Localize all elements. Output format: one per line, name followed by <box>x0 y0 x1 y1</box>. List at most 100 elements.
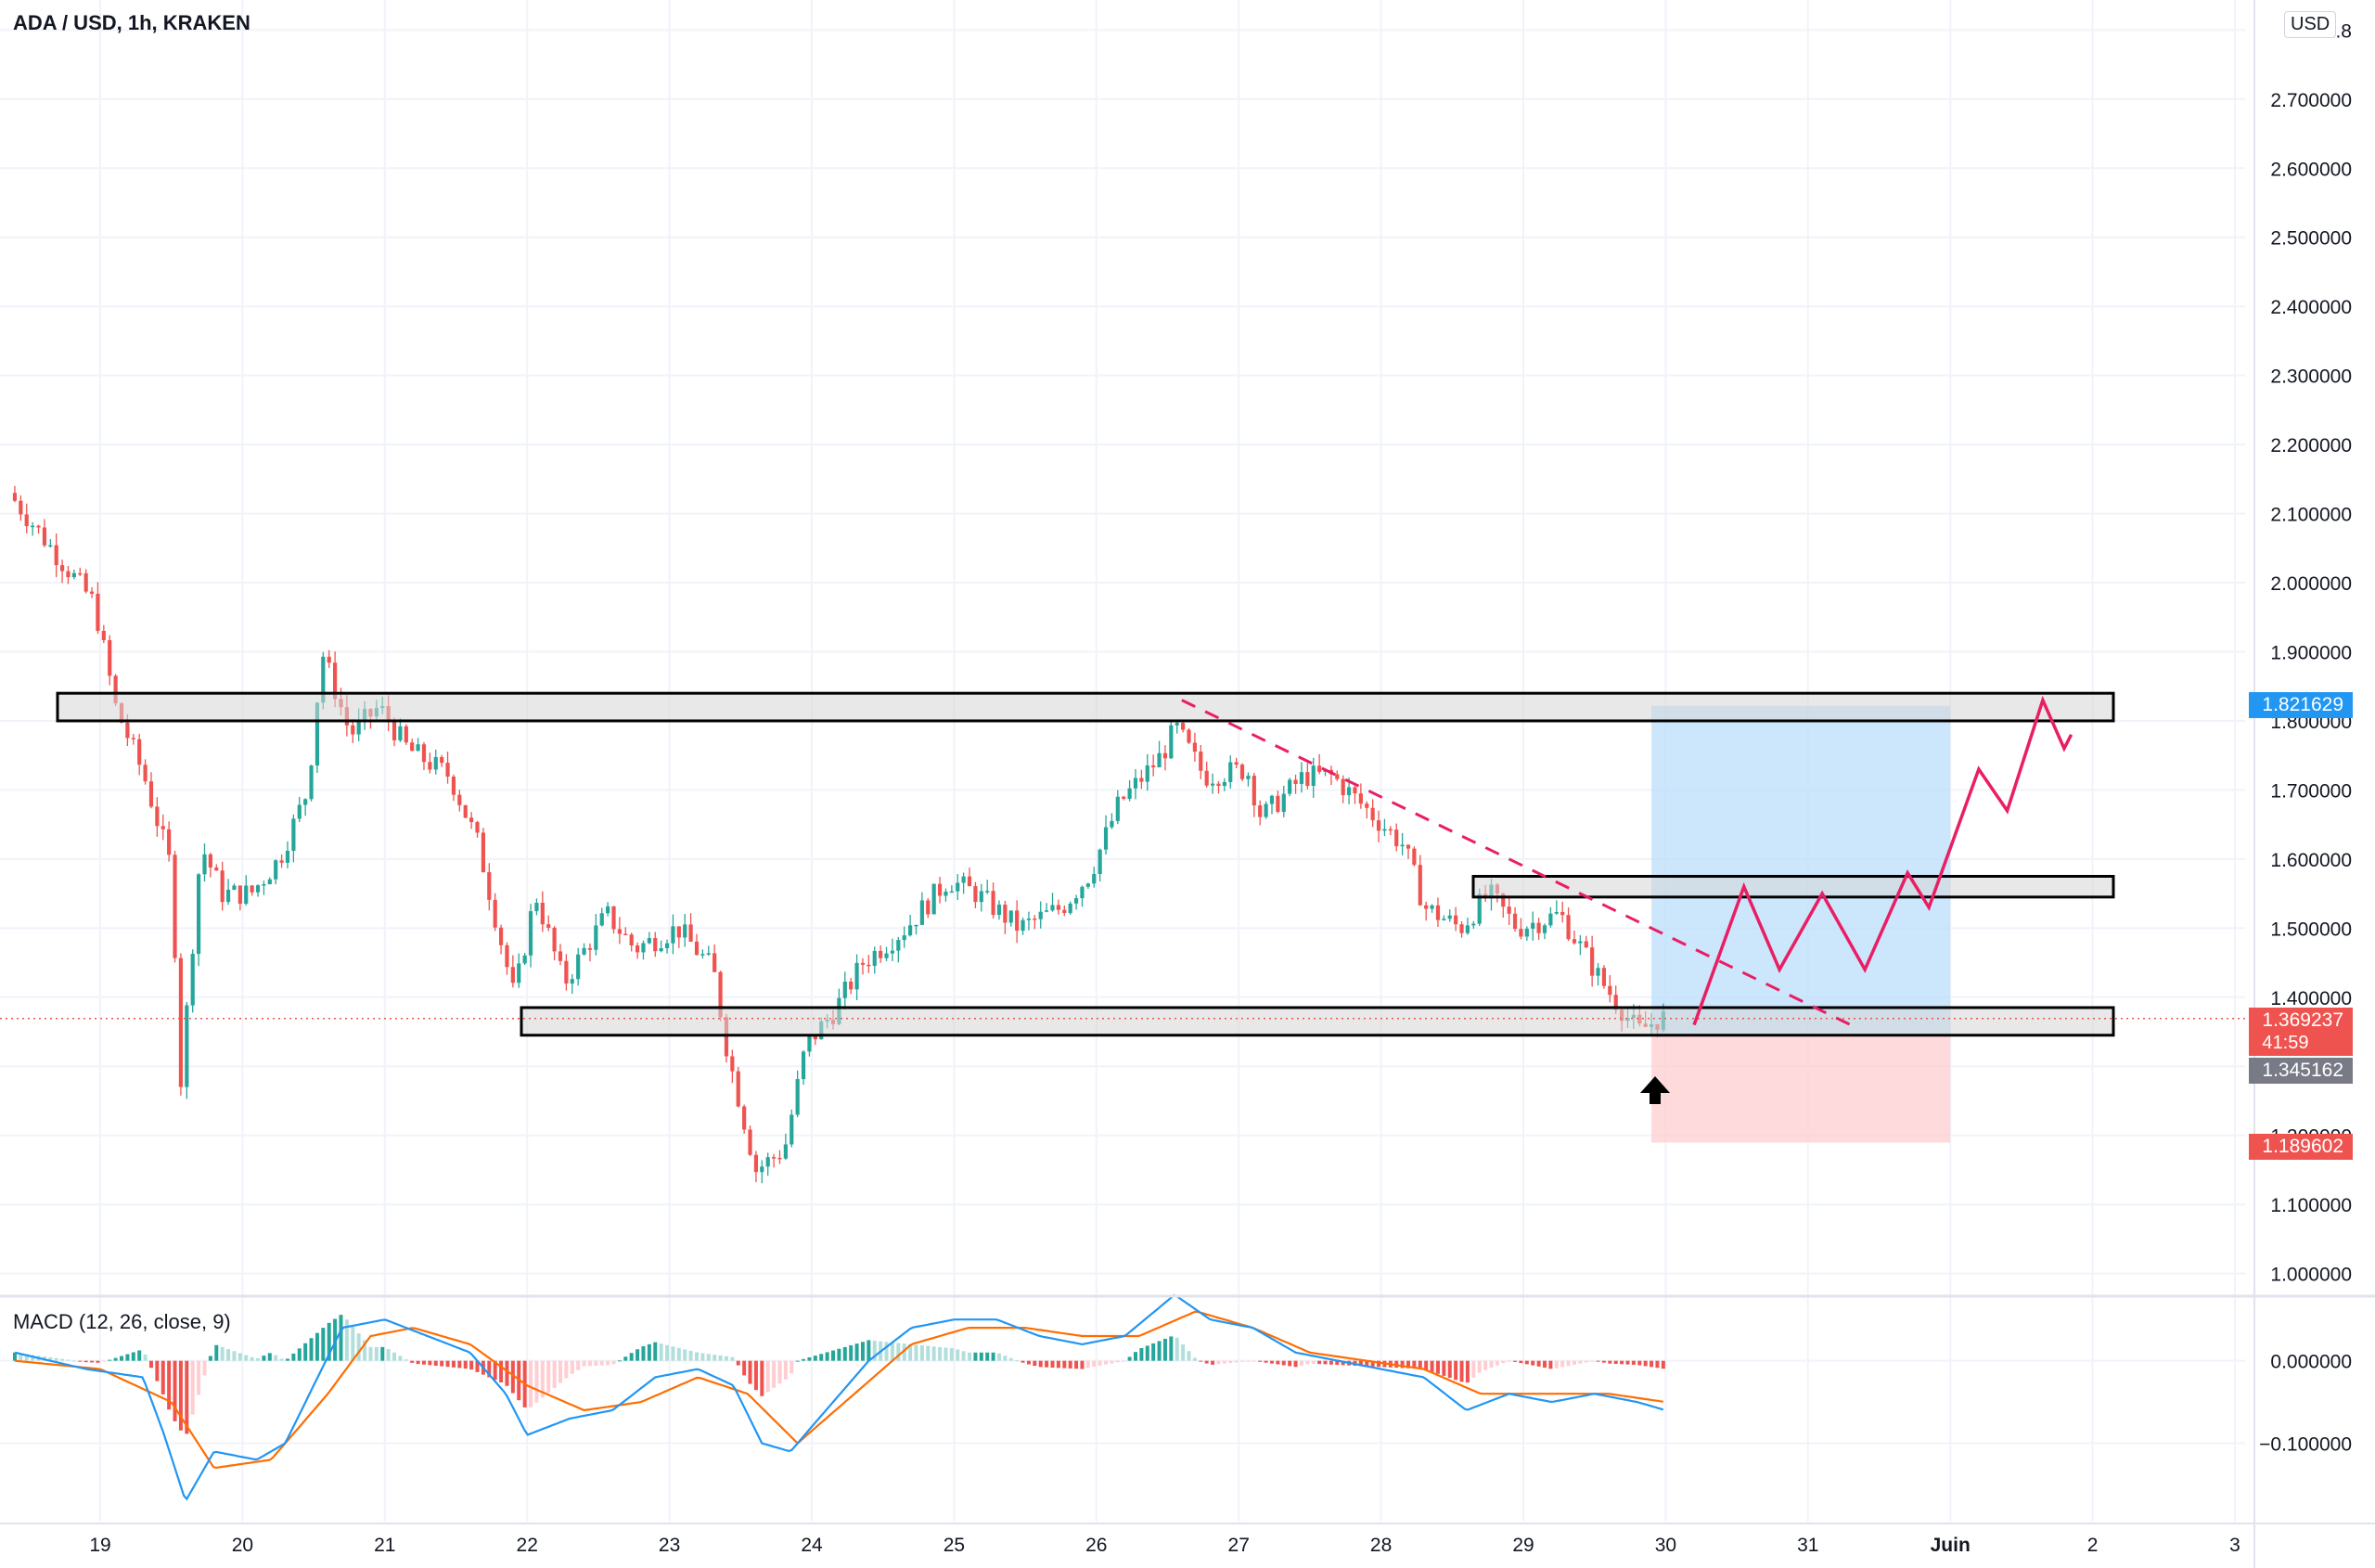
macd-histogram-bar <box>321 1328 326 1361</box>
candle-up <box>1465 925 1470 933</box>
macd-histogram-bar <box>327 1322 331 1361</box>
macd-histogram-bar <box>570 1360 574 1374</box>
macd-histogram-bar <box>606 1360 610 1366</box>
macd-histogram-bar <box>1454 1360 1458 1381</box>
candle-down <box>617 929 623 934</box>
candle-down <box>469 817 474 823</box>
candle-down <box>1216 783 1221 787</box>
x-tick-label: 27 <box>1228 1535 1250 1556</box>
macd-histogram-bar <box>78 1360 83 1362</box>
macd-histogram-bar <box>1181 1344 1186 1361</box>
candle-up <box>1157 752 1162 768</box>
macd-histogram-bar <box>1613 1360 1618 1364</box>
macd-histogram-bar <box>1447 1360 1452 1379</box>
macd-histogram-bar <box>1162 1338 1167 1361</box>
macd-histogram-bar <box>167 1360 172 1410</box>
candle-up <box>1092 874 1097 884</box>
candle-down <box>101 630 106 641</box>
candle-down <box>1394 829 1399 847</box>
candle-up <box>1127 788 1132 799</box>
macd-histogram-bar <box>831 1350 836 1361</box>
macd-histogram-bar <box>386 1349 391 1361</box>
candle-up <box>48 545 53 547</box>
macd-histogram-bar <box>1175 1337 1179 1361</box>
candle-up <box>303 799 308 805</box>
candle-up <box>1085 883 1090 887</box>
macd-histogram-bar <box>1377 1360 1381 1368</box>
macd-histogram-bar <box>1471 1360 1476 1378</box>
candle-up <box>534 902 539 912</box>
macd-histogram-bar <box>1400 1360 1405 1369</box>
macd-histogram-bar <box>1288 1360 1292 1367</box>
macd-signal-line <box>14 1310 1663 1470</box>
macd-histogram-bar <box>1110 1360 1114 1364</box>
macd-histogram-bar <box>647 1343 651 1361</box>
macd-histogram-bar <box>1080 1360 1085 1369</box>
macd-histogram-bar <box>12 1352 17 1361</box>
candle-up <box>321 656 326 703</box>
candle-down <box>1276 795 1280 813</box>
macd-histogram-bar <box>410 1360 415 1363</box>
macd-histogram-bar <box>671 1346 675 1361</box>
candle-up <box>1264 803 1268 817</box>
macd-histogram-bar <box>1548 1360 1553 1369</box>
macd-histogram-bar <box>173 1360 177 1421</box>
candle-down <box>1388 829 1393 831</box>
macd-histogram-bar <box>1418 1360 1422 1369</box>
macd-histogram-bar <box>208 1356 212 1361</box>
candle-up <box>225 889 231 903</box>
candle-down <box>1122 796 1126 799</box>
macd-histogram-bar <box>1489 1360 1494 1369</box>
macd-histogram-bar <box>617 1360 622 1362</box>
macd-histogram-bar <box>748 1360 752 1384</box>
macd-histogram-bar <box>1056 1360 1060 1369</box>
macd-histogram-bar <box>1335 1360 1340 1366</box>
projection-path <box>1692 695 2073 1026</box>
candle-up <box>1346 787 1352 796</box>
macd-histogram-bar <box>1026 1360 1031 1365</box>
candle-up <box>1021 919 1025 932</box>
candle-down <box>849 982 854 990</box>
candle-up <box>1596 968 1600 976</box>
candle-up <box>185 1005 189 1087</box>
macd-histogram-bar <box>1590 1360 1595 1362</box>
macd-histogram-bar <box>1050 1360 1055 1369</box>
macd-histogram-bar <box>1406 1360 1411 1369</box>
candle-up <box>267 879 272 885</box>
macd-histogram-bar <box>1104 1360 1109 1365</box>
candle-up <box>202 854 207 875</box>
candle-up <box>872 950 877 967</box>
macd-histogram-bar <box>1430 1360 1434 1372</box>
candle-up <box>1299 772 1304 784</box>
entry-price-tag: 1.345162 <box>2249 1058 2353 1084</box>
macd-histogram-bar <box>262 1356 266 1361</box>
macd-histogram-bar <box>665 1344 670 1361</box>
macd-histogram-bar <box>991 1352 995 1361</box>
candle-down <box>1590 947 1595 976</box>
candle-up <box>398 726 403 740</box>
candle-down <box>1015 910 1020 932</box>
macd-histogram-bar <box>457 1360 462 1369</box>
macd-histogram-bar <box>1524 1360 1529 1365</box>
macd-histogram-bar <box>973 1352 978 1361</box>
currency-selector[interactable]: USD <box>2284 11 2337 38</box>
candle-down <box>540 902 545 925</box>
candle-down <box>137 739 142 765</box>
candle-up <box>1311 765 1316 787</box>
candle-down <box>327 656 331 663</box>
candle-down <box>89 591 95 594</box>
macd-histogram-bar <box>534 1360 539 1403</box>
macd-histogram-bar <box>1092 1360 1097 1368</box>
macd-histogram-bar <box>1021 1360 1025 1363</box>
candle-down <box>421 744 427 763</box>
macd-histogram-bar <box>197 1360 201 1395</box>
candle-up <box>1026 919 1032 920</box>
candle-up <box>790 1114 794 1145</box>
macd-histogram-bar <box>653 1342 658 1361</box>
macd-histogram-bar <box>374 1346 379 1361</box>
candle-up <box>31 525 35 528</box>
candle-up <box>1038 911 1043 919</box>
candle-up <box>1442 919 1446 920</box>
candle-up <box>700 954 705 956</box>
